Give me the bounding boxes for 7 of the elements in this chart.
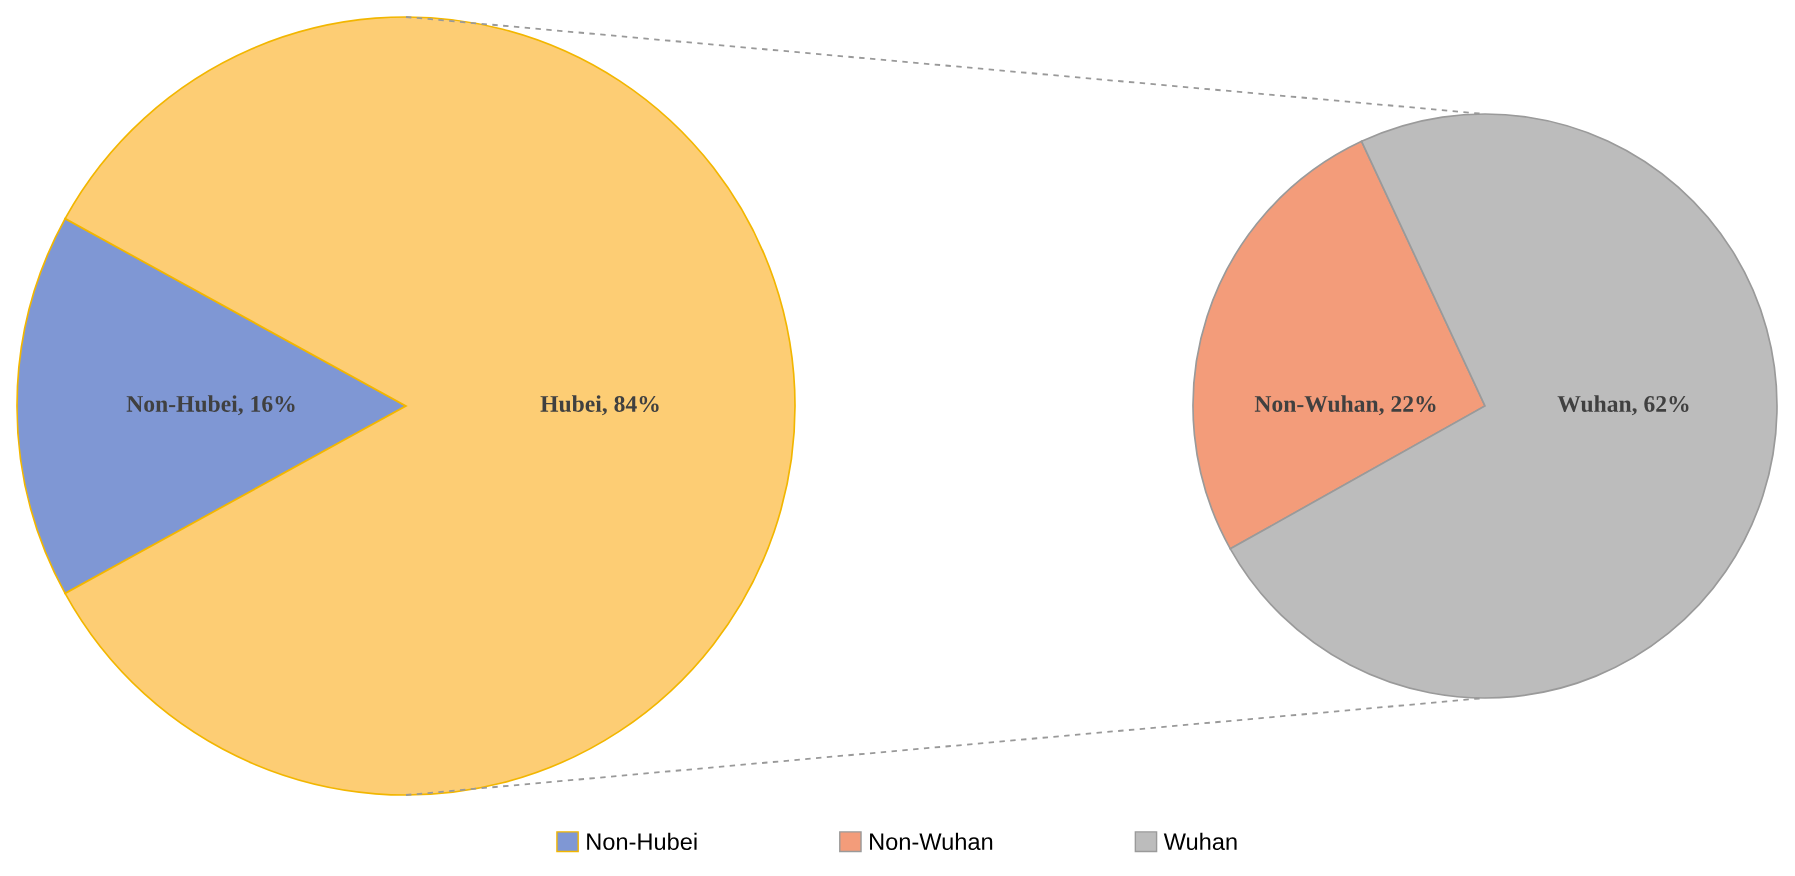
legend-label: Wuhan — [1163, 832, 1237, 851]
category-label: Non-Wuhan, 22% — [1254, 395, 1436, 416]
category-label: Wuhan, 62% — [1557, 395, 1689, 416]
legend-label: Non-Wuhan — [870, 832, 993, 851]
category-label: Non-Hubei, 16% — [126, 395, 295, 416]
legend-label: Non-Hubei — [587, 832, 697, 851]
slice-label: Hubei, 84% — [540, 395, 659, 416]
